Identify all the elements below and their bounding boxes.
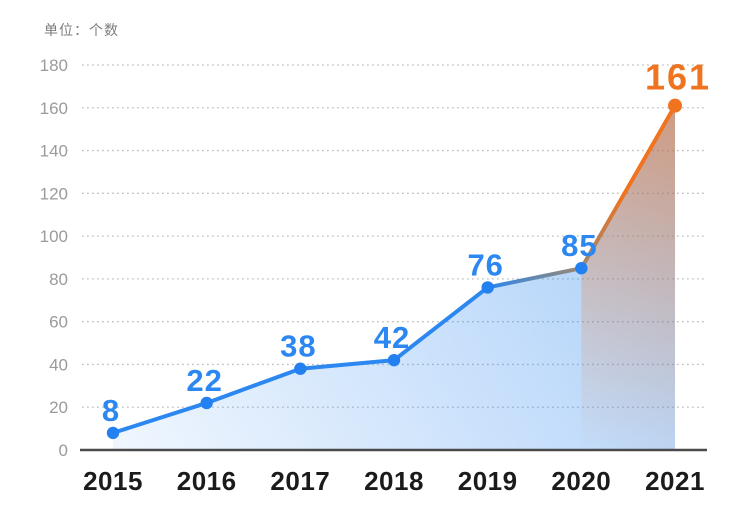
y-tick-label: 0 [59, 441, 68, 460]
y-tick-label: 40 [49, 355, 68, 374]
data-label: 38 [280, 329, 316, 364]
x-tick-label: 2019 [458, 466, 518, 496]
y-tick-label: 180 [40, 56, 68, 75]
data-label: 161 [645, 57, 711, 98]
y-tick-label: 140 [40, 142, 68, 161]
data-label: 76 [467, 247, 503, 282]
x-tick-label: 2020 [551, 466, 611, 496]
y-tick-label: 20 [49, 398, 68, 417]
series-line-orange [579, 103, 678, 271]
data-label: 85 [561, 228, 597, 263]
x-tick-label: 2017 [270, 466, 330, 496]
x-tick-label: 2016 [177, 466, 237, 496]
x-tick-label: 2015 [83, 466, 143, 496]
data-point [294, 362, 307, 375]
unit-label: 单位：个数 [44, 22, 119, 38]
data-point [481, 281, 494, 294]
data-point [668, 98, 683, 113]
x-tick-label: 2018 [364, 466, 424, 496]
y-tick-label: 100 [40, 227, 68, 246]
data-point [106, 426, 120, 440]
x-tick-label: 2021 [645, 466, 705, 496]
y-tick-label: 60 [49, 313, 68, 332]
data-point [200, 396, 213, 410]
y-tick-label: 160 [40, 99, 68, 118]
data-label: 8 [102, 393, 120, 428]
series-line-transition [485, 266, 584, 290]
data-label: 22 [186, 363, 222, 398]
area-fill-blue [113, 105, 676, 450]
area-fill-orange [581, 105, 676, 450]
y-tick-label: 80 [49, 270, 68, 289]
data-label: 42 [374, 320, 410, 355]
y-tick-label: 120 [40, 184, 68, 203]
data-point [575, 261, 588, 275]
data-point [387, 353, 401, 367]
